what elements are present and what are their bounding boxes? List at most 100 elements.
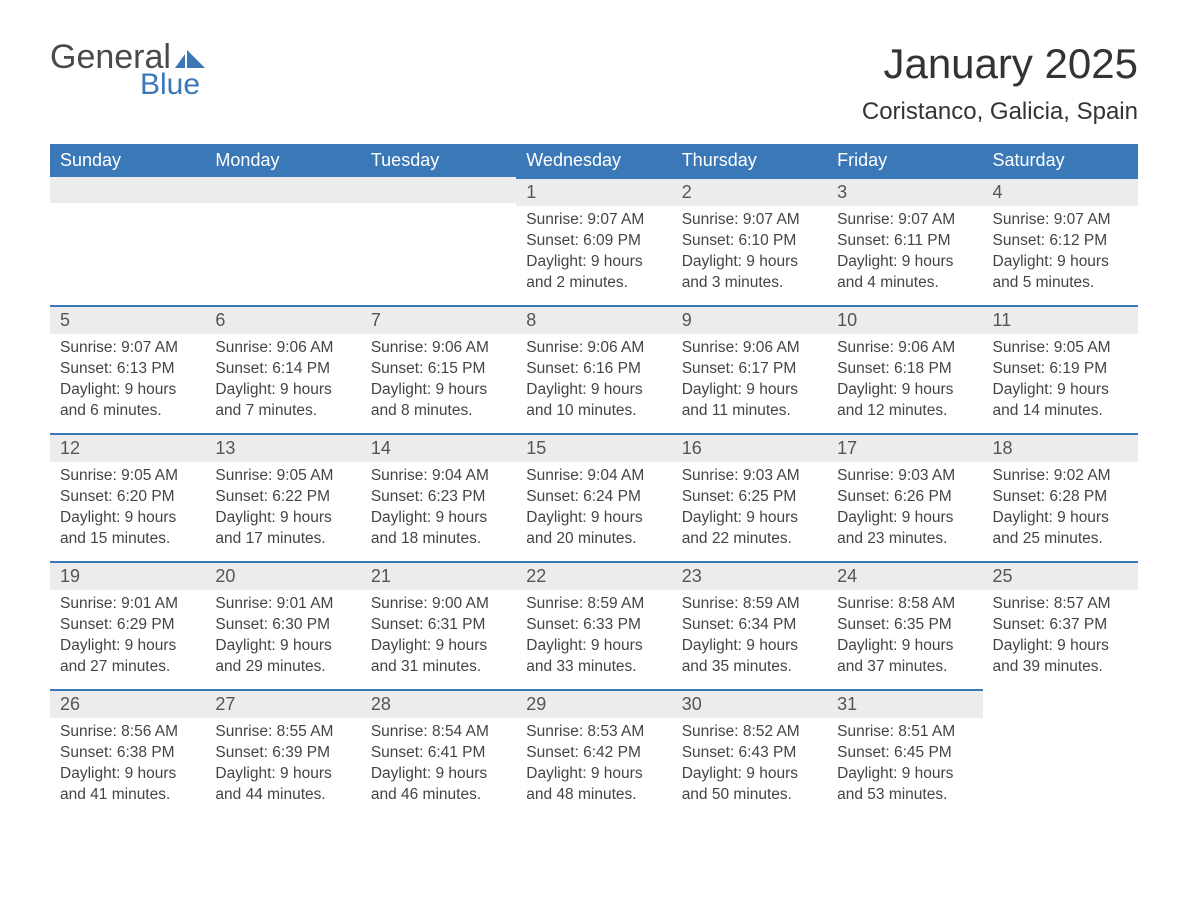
d1-text: Daylight: 9 hours [215, 380, 350, 401]
sunrise-text: Sunrise: 9:06 AM [215, 338, 350, 359]
sunrise-text: Sunrise: 8:52 AM [682, 722, 817, 743]
day-number: 24 [827, 563, 982, 590]
d1-text: Daylight: 9 hours [526, 764, 661, 785]
sunrise-text: Sunrise: 9:07 AM [60, 338, 195, 359]
calendar-day-cell [205, 177, 360, 305]
day-content: Sunrise: 8:53 AMSunset: 6:42 PMDaylight:… [516, 718, 671, 816]
calendar-body: 1Sunrise: 9:07 AMSunset: 6:09 PMDaylight… [50, 177, 1138, 817]
calendar-day-cell: 23Sunrise: 8:59 AMSunset: 6:34 PMDayligh… [672, 561, 827, 689]
day-content: Sunrise: 9:05 AMSunset: 6:19 PMDaylight:… [983, 334, 1138, 432]
weekday-header: Thursday [672, 144, 827, 177]
d1-text: Daylight: 9 hours [682, 636, 817, 657]
sunrise-text: Sunrise: 9:05 AM [215, 466, 350, 487]
weekday-header: Wednesday [516, 144, 671, 177]
calendar-day-cell: 29Sunrise: 8:53 AMSunset: 6:42 PMDayligh… [516, 689, 671, 817]
weekday-header-row: Sunday Monday Tuesday Wednesday Thursday… [50, 144, 1138, 177]
calendar-day-cell: 4Sunrise: 9:07 AMSunset: 6:12 PMDaylight… [983, 177, 1138, 305]
day-number-bar: 28 [361, 689, 516, 718]
d1-text: Daylight: 9 hours [60, 764, 195, 785]
calendar-week-row: 26Sunrise: 8:56 AMSunset: 6:38 PMDayligh… [50, 689, 1138, 817]
day-number: 3 [827, 179, 982, 206]
calendar-day-cell: 18Sunrise: 9:02 AMSunset: 6:28 PMDayligh… [983, 433, 1138, 561]
sunrise-text: Sunrise: 8:56 AM [60, 722, 195, 743]
day-number-bar: 5 [50, 305, 205, 334]
d2-text: and 5 minutes. [993, 273, 1128, 294]
day-number: 26 [50, 691, 205, 718]
calendar-day-cell: 31Sunrise: 8:51 AMSunset: 6:45 PMDayligh… [827, 689, 982, 817]
day-content: Sunrise: 9:05 AMSunset: 6:20 PMDaylight:… [50, 462, 205, 560]
day-number-bar: 20 [205, 561, 360, 590]
page-header: General Blue January 2025 Coristanco, Ga… [50, 40, 1138, 126]
calendar-day-cell [361, 177, 516, 305]
d2-text: and 22 minutes. [682, 529, 817, 550]
day-content: Sunrise: 9:06 AMSunset: 6:18 PMDaylight:… [827, 334, 982, 432]
calendar-day-cell: 17Sunrise: 9:03 AMSunset: 6:26 PMDayligh… [827, 433, 982, 561]
d1-text: Daylight: 9 hours [60, 508, 195, 529]
d1-text: Daylight: 9 hours [993, 252, 1128, 273]
sunset-text: Sunset: 6:34 PM [682, 615, 817, 636]
d1-text: Daylight: 9 hours [526, 252, 661, 273]
day-content: Sunrise: 8:52 AMSunset: 6:43 PMDaylight:… [672, 718, 827, 816]
sunset-text: Sunset: 6:31 PM [371, 615, 506, 636]
sunset-text: Sunset: 6:18 PM [837, 359, 972, 380]
d1-text: Daylight: 9 hours [993, 508, 1128, 529]
day-number: 15 [516, 435, 671, 462]
sunset-text: Sunset: 6:16 PM [526, 359, 661, 380]
sunrise-text: Sunrise: 9:05 AM [60, 466, 195, 487]
day-number: 7 [361, 307, 516, 334]
calendar-day-cell: 28Sunrise: 8:54 AMSunset: 6:41 PMDayligh… [361, 689, 516, 817]
calendar-day-cell: 22Sunrise: 8:59 AMSunset: 6:33 PMDayligh… [516, 561, 671, 689]
day-number-bar: 7 [361, 305, 516, 334]
calendar-day-cell: 16Sunrise: 9:03 AMSunset: 6:25 PMDayligh… [672, 433, 827, 561]
d1-text: Daylight: 9 hours [837, 508, 972, 529]
sunrise-text: Sunrise: 8:54 AM [371, 722, 506, 743]
month-title: January 2025 [862, 40, 1138, 88]
day-content: Sunrise: 9:07 AMSunset: 6:09 PMDaylight:… [516, 206, 671, 304]
day-content: Sunrise: 9:07 AMSunset: 6:12 PMDaylight:… [983, 206, 1138, 304]
day-number-bar: 22 [516, 561, 671, 590]
sunrise-text: Sunrise: 9:07 AM [993, 210, 1128, 231]
day-number: 12 [50, 435, 205, 462]
day-number-bar: 31 [827, 689, 982, 718]
d1-text: Daylight: 9 hours [371, 636, 506, 657]
day-number-bar: 29 [516, 689, 671, 718]
calendar-day-cell: 6Sunrise: 9:06 AMSunset: 6:14 PMDaylight… [205, 305, 360, 433]
sunset-text: Sunset: 6:38 PM [60, 743, 195, 764]
d2-text: and 3 minutes. [682, 273, 817, 294]
empty-day-bar [361, 177, 516, 203]
d2-text: and 53 minutes. [837, 785, 972, 806]
d1-text: Daylight: 9 hours [837, 252, 972, 273]
day-number-bar: 25 [983, 561, 1138, 590]
sunrise-text: Sunrise: 8:55 AM [215, 722, 350, 743]
day-content: Sunrise: 8:57 AMSunset: 6:37 PMDaylight:… [983, 590, 1138, 688]
calendar-week-row: 19Sunrise: 9:01 AMSunset: 6:29 PMDayligh… [50, 561, 1138, 689]
d2-text: and 23 minutes. [837, 529, 972, 550]
sunrise-text: Sunrise: 9:01 AM [215, 594, 350, 615]
sunrise-text: Sunrise: 9:04 AM [371, 466, 506, 487]
sunrise-text: Sunrise: 9:07 AM [682, 210, 817, 231]
sunset-text: Sunset: 6:29 PM [60, 615, 195, 636]
sunrise-text: Sunrise: 9:06 AM [371, 338, 506, 359]
day-content: Sunrise: 9:07 AMSunset: 6:11 PMDaylight:… [827, 206, 982, 304]
calendar-day-cell: 25Sunrise: 8:57 AMSunset: 6:37 PMDayligh… [983, 561, 1138, 689]
sunset-text: Sunset: 6:26 PM [837, 487, 972, 508]
calendar-day-cell: 5Sunrise: 9:07 AMSunset: 6:13 PMDaylight… [50, 305, 205, 433]
day-number: 10 [827, 307, 982, 334]
sunrise-text: Sunrise: 8:53 AM [526, 722, 661, 743]
day-content: Sunrise: 8:59 AMSunset: 6:33 PMDaylight:… [516, 590, 671, 688]
d1-text: Daylight: 9 hours [526, 508, 661, 529]
d1-text: Daylight: 9 hours [371, 508, 506, 529]
d2-text: and 14 minutes. [993, 401, 1128, 422]
sunset-text: Sunset: 6:22 PM [215, 487, 350, 508]
sunset-text: Sunset: 6:43 PM [682, 743, 817, 764]
day-number-bar: 16 [672, 433, 827, 462]
d2-text: and 15 minutes. [60, 529, 195, 550]
d1-text: Daylight: 9 hours [993, 380, 1128, 401]
d2-text: and 4 minutes. [837, 273, 972, 294]
day-number-bar: 27 [205, 689, 360, 718]
location-text: Coristanco, Galicia, Spain [862, 98, 1138, 126]
weekday-header: Monday [205, 144, 360, 177]
calendar-day-cell [983, 689, 1138, 817]
calendar-day-cell: 10Sunrise: 9:06 AMSunset: 6:18 PMDayligh… [827, 305, 982, 433]
d2-text: and 35 minutes. [682, 657, 817, 678]
